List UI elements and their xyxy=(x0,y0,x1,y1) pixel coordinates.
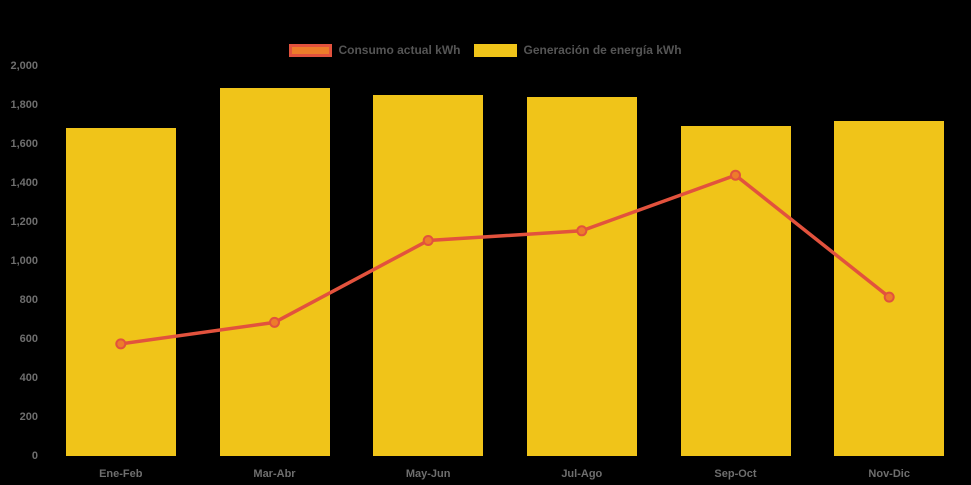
x-axis-tick-label: Jul-Ago xyxy=(561,468,603,480)
y-axis-tick-label: 1,600 xyxy=(10,138,38,150)
bar-nov-dic[interactable] xyxy=(834,120,945,456)
consumption-line xyxy=(120,173,891,346)
legend-item-line[interactable]: Consumo actual kWh xyxy=(289,43,460,57)
bar-mar-abr[interactable] xyxy=(219,87,330,456)
y-axis-tick-label: 600 xyxy=(19,333,38,345)
line-point-mar-abr[interactable] xyxy=(269,316,280,328)
legend-swatch-bar xyxy=(474,43,518,57)
y-axis-tick-label: 1,800 xyxy=(10,99,38,111)
x-axis-tick-label: Nov-Dic xyxy=(868,468,910,480)
line-point-may-jun[interactable] xyxy=(422,235,434,246)
line-point-nov-dic[interactable] xyxy=(883,291,895,303)
y-axis-tick-label: 1,000 xyxy=(10,255,38,267)
chart-legend: Consumo actual kWh Generación de energía … xyxy=(0,43,971,57)
bar-sep-oct[interactable] xyxy=(680,126,791,456)
y-axis-tick-label: 200 xyxy=(19,411,38,423)
y-axis-tick-label: 1,200 xyxy=(10,216,38,228)
y-axis-tick-label: 2,000 xyxy=(10,60,38,72)
x-axis-tick-label: May-Jun xyxy=(405,468,451,480)
line-point-sep-oct[interactable] xyxy=(730,169,741,181)
x-axis-tick-label: Mar-Abr xyxy=(253,468,296,480)
bar-may-jun[interactable] xyxy=(373,95,484,457)
legend-label: Generación de energía kWh xyxy=(523,43,682,57)
y-axis-tick-label: 800 xyxy=(19,294,38,306)
y-axis-tick-label: 0 xyxy=(31,450,38,462)
y-axis-tick-label: 1,400 xyxy=(10,177,38,189)
line-point-jul-ago[interactable] xyxy=(576,225,588,237)
bar-ene-feb[interactable] xyxy=(65,128,176,456)
legend-label: Consumo actual kWh xyxy=(338,43,461,57)
x-axis-tick-label: Sep-Oct xyxy=(714,468,757,480)
y-axis: 0 200 400 600 800 1,000 1,200 1,400 1,600 1,800 2,… xyxy=(0,0,38,485)
bar-jul-ago[interactable] xyxy=(526,97,637,456)
legend-item-bar[interactable]: Generación de energía kWh xyxy=(474,43,682,57)
x-axis-tick-label: Ene-Feb xyxy=(99,468,143,480)
y-axis-tick-label: 400 xyxy=(19,372,38,384)
legend-swatch-line xyxy=(289,43,333,57)
line-point-ene-feb[interactable] xyxy=(115,338,127,350)
